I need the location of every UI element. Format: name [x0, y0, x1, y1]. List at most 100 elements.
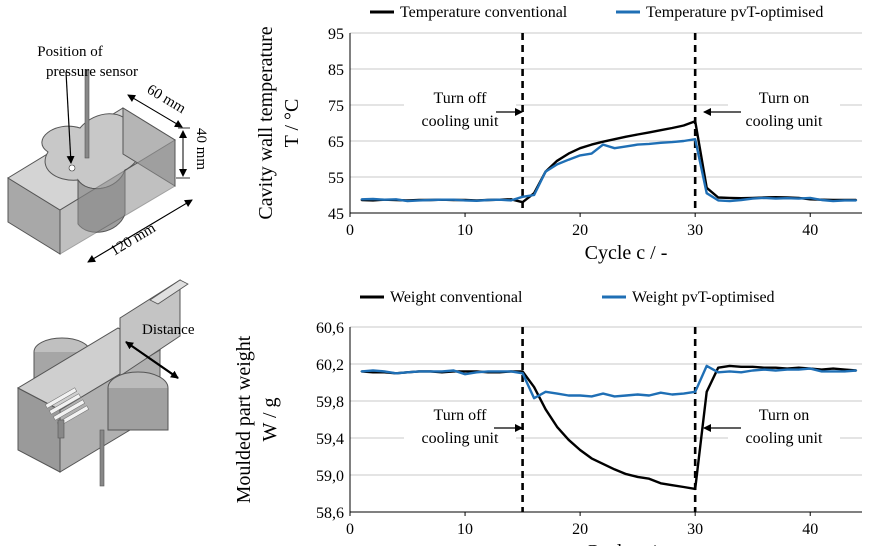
data-point [429, 370, 432, 373]
y-tick-label: 59,8 [316, 394, 344, 411]
data-point [717, 199, 720, 202]
data-point [797, 368, 800, 371]
data-point [498, 198, 501, 201]
data-point [441, 198, 443, 201]
data-point [590, 152, 593, 155]
data-point [487, 199, 489, 201]
x-tick-label: 0 [346, 521, 354, 538]
data-point [671, 484, 674, 487]
data-point [602, 143, 605, 146]
data-point [740, 371, 743, 374]
data-point [740, 365, 743, 368]
x-axis-label: Cycle c / - [585, 242, 668, 264]
mould-part-bottom-illustration: Distance [16, 279, 195, 487]
y-tick-label: 55 [328, 170, 344, 187]
data-point [567, 438, 570, 441]
y-tick-label: 58,6 [316, 505, 344, 522]
data-point [705, 390, 708, 393]
data-point [521, 195, 524, 198]
annotation-text: Turn on [759, 407, 810, 424]
y-tick-label: 59,4 [316, 431, 344, 448]
y-axis-unit-label: T / °C [281, 99, 303, 148]
data-point [659, 391, 662, 394]
data-point [797, 197, 800, 200]
y-tick-label: 59,0 [316, 468, 344, 485]
data-point [855, 199, 858, 202]
annotation-text: cooling unit [746, 430, 823, 447]
data-point [418, 199, 420, 202]
data-point [820, 199, 823, 201]
data-point [602, 140, 605, 143]
data-point [843, 199, 846, 202]
data-point [556, 426, 559, 428]
data-point [464, 370, 466, 373]
data-point [395, 198, 397, 201]
data-point [521, 370, 524, 373]
data-point [786, 197, 789, 200]
data-point [694, 138, 697, 141]
weight-chart: 58,6 59,0 59,4 59,8 60,2 60,6 0 10 20 30 40 Cycle c… [233, 289, 862, 546]
data-point [556, 159, 559, 162]
data-point [544, 408, 547, 411]
data-point [659, 141, 662, 144]
data-point [579, 147, 582, 150]
sensor-label-line2: pressure sensor [46, 64, 138, 80]
data-point [728, 370, 731, 373]
data-point [625, 135, 628, 138]
data-point [682, 392, 685, 395]
data-point [510, 199, 512, 202]
y-tick-label: 65 [328, 134, 344, 151]
data-point [475, 199, 478, 202]
data-point [360, 370, 363, 373]
data-point [372, 369, 374, 372]
data-point [452, 198, 455, 201]
data-point [832, 200, 835, 203]
annotation-box [404, 402, 516, 448]
data-point [717, 371, 720, 374]
data-point [567, 394, 570, 397]
data-point [383, 370, 386, 373]
data-point [820, 370, 823, 373]
annotation-box [728, 85, 840, 131]
series-line-pvt-optimised [361, 137, 857, 203]
data-point [728, 364, 731, 367]
data-point [671, 127, 674, 129]
data-point [510, 370, 512, 373]
data-point [590, 395, 593, 398]
legend-label: Temperature pvT-optimised [646, 4, 823, 21]
y-tick-label: 75 [328, 98, 344, 115]
dimension-60mm: 60 mm [144, 82, 189, 118]
data-point [579, 154, 582, 157]
data-point [590, 457, 593, 460]
data-point [406, 371, 409, 374]
data-point [429, 199, 432, 201]
data-point [395, 372, 397, 375]
dimension-40mm: 40 mm [193, 128, 209, 170]
data-point [544, 390, 547, 393]
data-point [705, 192, 708, 195]
data-point [544, 170, 547, 173]
y-tick-label: 45 [328, 206, 344, 223]
data-point [694, 120, 697, 123]
distance-label: Distance [142, 322, 195, 338]
data-point [751, 197, 754, 200]
data-point [487, 370, 489, 373]
data-point [763, 196, 766, 199]
annotation-box [404, 85, 516, 131]
data-point [464, 373, 466, 376]
data-point [717, 366, 720, 369]
data-point [613, 147, 616, 150]
annotation-box [728, 402, 840, 448]
data-point [832, 367, 835, 370]
data-point [625, 145, 628, 148]
data-point [406, 200, 409, 203]
data-point [648, 131, 651, 134]
x-tick-label: 20 [572, 222, 588, 239]
data-point [625, 394, 628, 397]
data-point [625, 473, 628, 475]
data-point [682, 140, 685, 142]
data-point [728, 196, 731, 199]
data-point [682, 486, 685, 488]
legend-label: Weight pvT-optimised [632, 289, 775, 306]
data-point [441, 370, 443, 373]
